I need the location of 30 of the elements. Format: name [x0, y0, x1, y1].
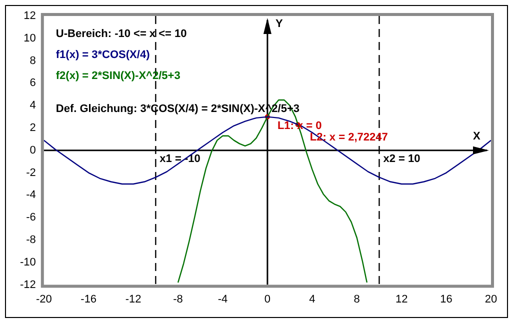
y-tick-label: -12: [20, 278, 36, 291]
y-tick-label: 8: [30, 54, 36, 67]
y-axis-title: Y: [275, 18, 284, 30]
y-tick-label: 6: [30, 77, 36, 90]
x-tick-label: -20: [36, 293, 52, 306]
y-tick-label: 12: [24, 10, 36, 22]
y-tick-label: -4: [26, 189, 36, 202]
x-tick-label: -4: [218, 293, 228, 306]
x-tick-label: -16: [80, 293, 97, 306]
x-tick-label: 20: [484, 293, 498, 306]
y-tick-label: 2: [30, 122, 36, 134]
y-tick-label: 0: [30, 144, 36, 156]
x-tick-label: 4: [309, 293, 316, 306]
y-tick-label: -10: [20, 256, 36, 268]
annotation: L1: x = 0: [277, 120, 322, 132]
x-tick-label: 0: [264, 293, 271, 306]
x-tick-label: -12: [125, 293, 142, 306]
x-axis-title: X: [473, 130, 481, 142]
y-tick-label: 4: [30, 100, 36, 112]
text: f1(x) = 3*COS(X/4): [56, 49, 150, 62]
y-tick-label: -2: [26, 166, 36, 179]
y-tick-label: 10: [24, 32, 36, 44]
x-tick-label: 8: [354, 293, 360, 306]
x-tick-label: -8: [173, 293, 183, 306]
x-tick-label: 16: [440, 293, 452, 306]
y-tick-label: -8: [26, 234, 36, 246]
ref-line-label: x2 = 10: [383, 152, 420, 165]
x-tick-label: 12: [395, 293, 408, 306]
y-tick-label: -6: [26, 212, 36, 224]
text: f2(x) = 2*SIN(X)-X^2/5+3: [56, 70, 180, 82]
